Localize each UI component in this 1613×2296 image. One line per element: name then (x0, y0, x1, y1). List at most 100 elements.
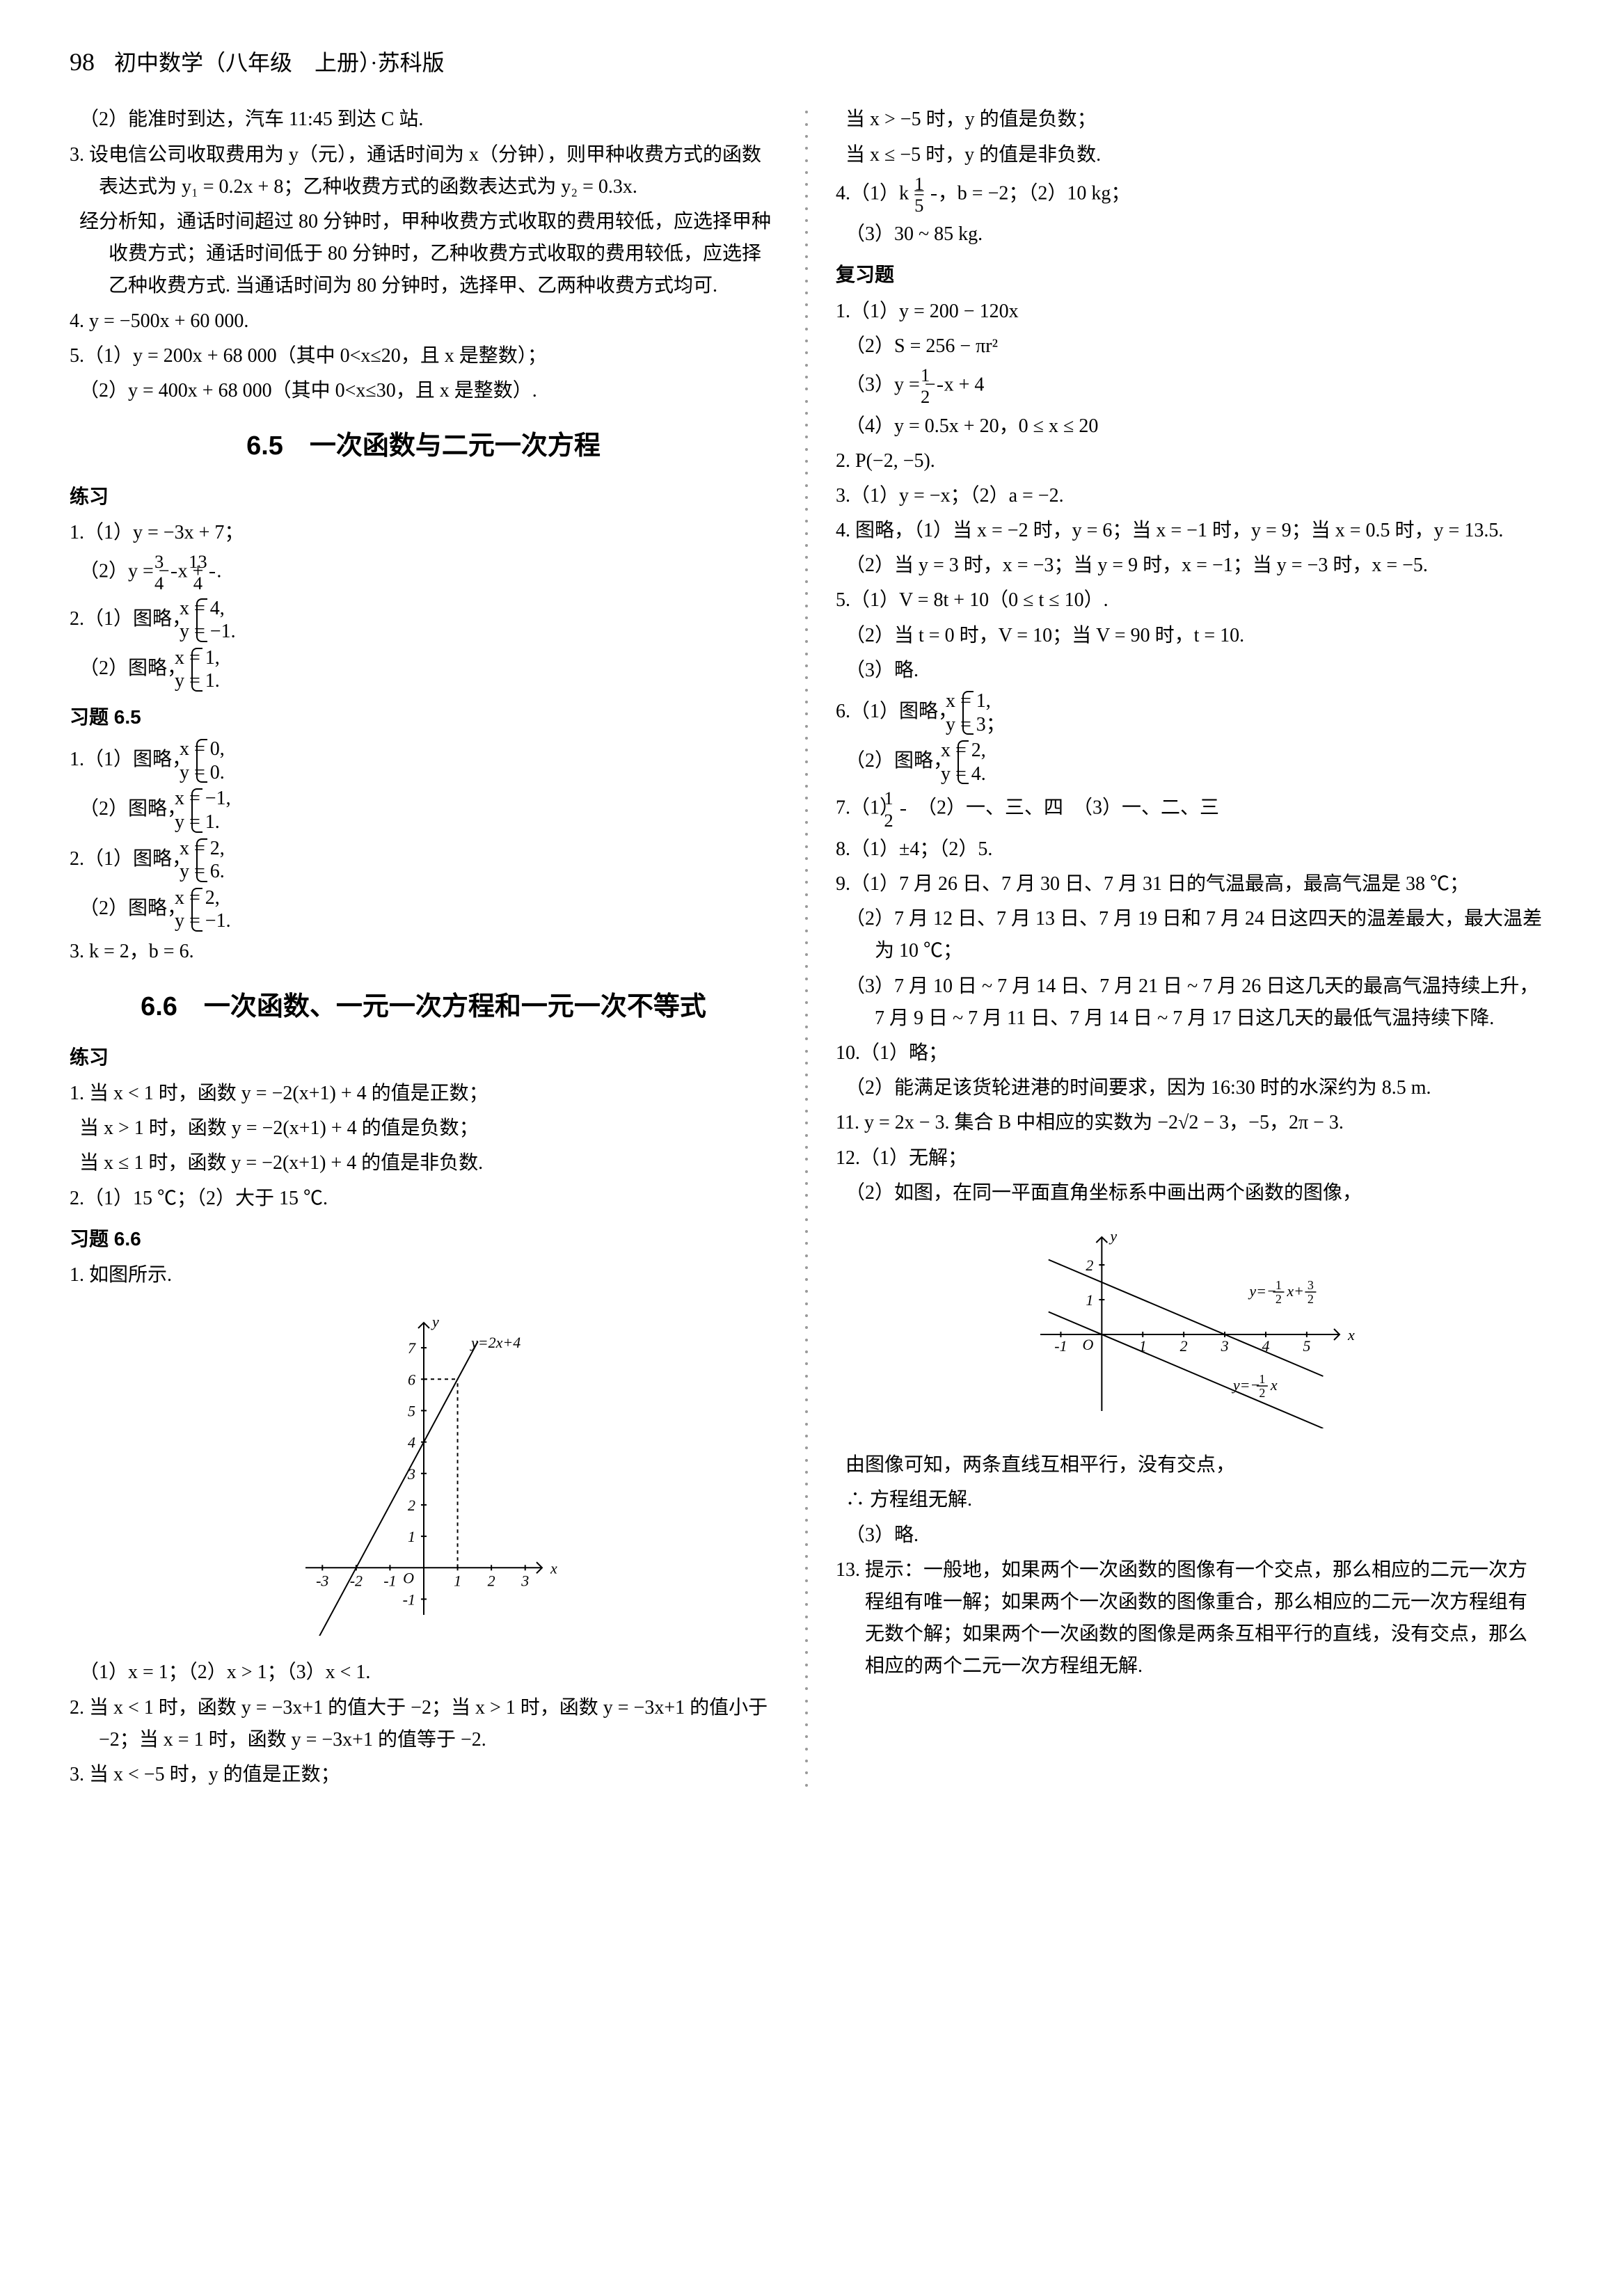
svg-text:1: 1 (1086, 1291, 1093, 1309)
answer-text: 5.（1）y = 200x + 68 000（其中 0<x≤20，且 x 是整数… (70, 340, 777, 372)
svg-text:O: O (1082, 1336, 1093, 1353)
numerator: 13 (209, 552, 215, 573)
answer-text: （2）图略， x = 1, y = 1. (70, 646, 777, 693)
svg-text:-3: -3 (316, 1572, 328, 1589)
answer-text: 当 x > 1 时，函数 y = −2(x+1) + 4 的值是负数； (70, 1113, 777, 1145)
svg-text:3: 3 (521, 1572, 529, 1589)
svg-text:2: 2 (1179, 1337, 1187, 1355)
text-fragment: （2）图略， (845, 750, 953, 772)
text-fragment: . (216, 561, 221, 582)
system-row: x = 1, (975, 689, 1006, 713)
section-title-65: 6.5 一次函数与二元一次方程 (70, 424, 777, 468)
answer-text: （2）y = 400x + 68 000（其中 0<x≤30，且 x 是整数）. (70, 375, 777, 407)
text-fragment: 1.（1）图略， (70, 749, 191, 770)
practice-heading: 练习 (70, 481, 777, 513)
text-fragment: （2）图略， (79, 798, 186, 820)
system-row: x = 2, (204, 886, 231, 910)
svg-text:5: 5 (1303, 1337, 1310, 1355)
svg-text:2: 2 (1259, 1386, 1265, 1400)
answer-text: （2）图略， x = 2, y = 4. (836, 739, 1543, 786)
answer-text: 1. 当 x < 1 时，函数 y = −2(x+1) + 4 的值是正数； (70, 1078, 777, 1110)
svg-text:1: 1 (1275, 1278, 1281, 1292)
equation-system: x = 4, y = −1. (196, 597, 236, 644)
answer-text: （3）略. (836, 1520, 1543, 1552)
system-row: y = 4. (970, 763, 986, 786)
svg-text:2: 2 (408, 1497, 415, 1514)
answer-text: 6.（1）图略， x = 1, y = 3； (836, 689, 1543, 736)
exercise-heading: 习题 6.6 (70, 1223, 777, 1255)
system-row: x = −1, (204, 787, 231, 811)
svg-text:O: O (403, 1569, 414, 1586)
svg-text:x+: x+ (1286, 1282, 1304, 1300)
answer-text: 13. 提示：一般地，如果两个一次函数的图像有一个交点，那么相应的二元一次方程组… (836, 1554, 1543, 1683)
answer-text: 4. y = −500x + 60 000. (70, 305, 777, 337)
denominator: 2 (937, 387, 943, 407)
review-heading: 复习题 (836, 259, 1543, 291)
svg-text:4: 4 (408, 1434, 415, 1451)
page-number: 98 (70, 48, 95, 76)
left-column: （2）能准时到达，汽车 11:45 到达 C 站. 3. 设电信公司收取费用为 … (70, 104, 777, 1794)
system-row: x = 2, (970, 739, 986, 763)
answer-text: 5.（1）V = 8t + 10（0 ≤ t ≤ 10）. (836, 584, 1543, 616)
answer-text: 4. 图略，（1）当 x = −2 时，y = 6；当 x = −1 时，y =… (836, 515, 1543, 547)
svg-text:7: 7 (408, 1339, 416, 1357)
svg-text:-1: -1 (1054, 1337, 1067, 1355)
answer-text: 11. y = 2x − 3. 集合 B 中相应的实数为 −2√2 − 3，−5… (836, 1107, 1543, 1139)
answer-text: 由图像可知，两条直线互相平行，没有交点， (836, 1449, 1543, 1481)
answer-text: 2. P(−2, −5). (836, 445, 1543, 477)
text-fragment: x + 4 (944, 374, 985, 396)
text-fragment: 2.（1）图略， (70, 848, 191, 870)
answer-text: 当 x > −5 时，y 的值是负数； (836, 104, 1543, 136)
answer-text: （1）x = 1；（2）x > 1；（3）x < 1. (70, 1657, 777, 1689)
svg-text:2: 2 (1275, 1292, 1281, 1306)
fraction: 15 (931, 174, 937, 216)
fraction: 12 (937, 365, 943, 408)
text-fragment: （2）一、三、四 （3）一、二、三 (907, 797, 1219, 819)
svg-text:y=2x+4: y=2x+4 (470, 1334, 521, 1351)
svg-text:y: y (431, 1313, 439, 1330)
system-row: y = 1. (204, 669, 220, 693)
answer-text: 1. 如图所示. (70, 1259, 777, 1291)
answer-text: （2）7 月 12 日、7 月 13 日、7 月 19 日和 7 月 24 日这… (836, 903, 1543, 967)
answer-text: （3）30 ~ 85 kg. (836, 218, 1543, 250)
svg-text:1: 1 (1259, 1372, 1265, 1386)
answer-text: 9.（1）7 月 26 日、7 月 30 日、7 月 31 日的气温最高，最高气… (836, 868, 1543, 900)
two-column-layout: （2）能准时到达，汽车 11:45 到达 C 站. 3. 设电信公司收取费用为 … (70, 104, 1543, 1794)
system-row: y = −1. (204, 909, 231, 933)
answer-text: 3. 当 x < −5 时，y 的值是正数； (70, 1759, 777, 1791)
answer-text: （2）如图，在同一平面直角坐标系中画出两个函数的图像， (836, 1177, 1543, 1209)
svg-text:y: y (1109, 1227, 1117, 1245)
svg-text:2: 2 (1086, 1257, 1093, 1274)
svg-text:5: 5 (408, 1403, 415, 1420)
line-chart-2: xyO-11234512y=−12x+32y=−12x (1023, 1220, 1357, 1428)
numerator: 1 (900, 788, 906, 810)
text-fragment: 6.（1）图略， (836, 701, 958, 722)
answer-text: 4.（1）k = 15，b = −2；（2）10 kg； (836, 174, 1543, 216)
answer-text: 3. 设电信公司收取费用为 y（元），通话时间为 x（分钟），则甲种收费方式的函… (70, 139, 777, 203)
right-column: 当 x > −5 时，y 的值是负数； 当 x ≤ −5 时，y 的值是非负数.… (836, 104, 1543, 1794)
numerator: 1 (931, 174, 937, 196)
line-chart-1: xyO-3-2-1123-11234567y=2x+4 (285, 1302, 563, 1636)
fraction: 12 (900, 788, 906, 831)
svg-text:2: 2 (487, 1572, 495, 1589)
text-fragment: ，b = −2；（2）10 kg； (938, 182, 1131, 204)
answer-text: （2）当 t = 0 时，V = 10；当 V = 90 时，t = 10. (836, 620, 1543, 652)
system-row: y = 1. (204, 811, 231, 834)
svg-text:1: 1 (408, 1528, 415, 1545)
exercise-heading: 习题 6.5 (70, 701, 777, 733)
system-row: x = 4, (209, 597, 236, 621)
text-fragment: 2.（1）图略， (70, 608, 191, 630)
fraction: 34 (171, 552, 177, 594)
system-row: y = 6. (209, 860, 225, 884)
svg-text:-1: -1 (402, 1591, 415, 1609)
numerator: 3 (171, 552, 177, 573)
svg-text:2: 2 (1307, 1292, 1313, 1306)
equation-system: x = 0, y = 0. (196, 738, 225, 784)
answer-text: （2）能准时到达，汽车 11:45 到达 C 站. (70, 104, 777, 136)
answer-text: 12.（1）无解； (836, 1142, 1543, 1174)
system-row: y = 0. (209, 761, 225, 785)
answer-text: （3）y = −12x + 4 (836, 365, 1543, 408)
answer-text: 2.（1）15 ℃；（2）大于 15 ℃. (70, 1183, 777, 1215)
system-row: x = 1, (204, 646, 220, 670)
answer-text: （2）当 y = 3 时，x = −3；当 y = 9 时，x = −1；当 y… (836, 550, 1543, 582)
